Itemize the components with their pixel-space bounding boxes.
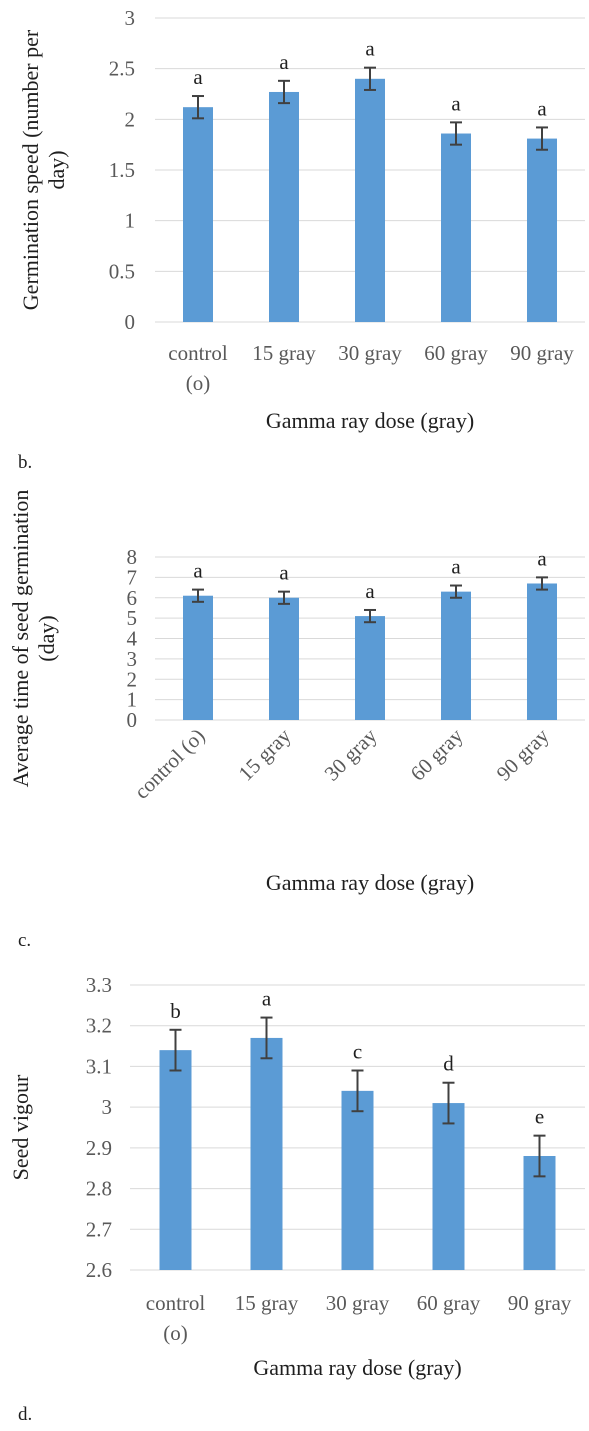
bar (159, 1050, 192, 1270)
significance-letter: a (279, 50, 289, 74)
y-tick-label: 2.7 (86, 1217, 112, 1241)
x-tick-label: 90 gray (492, 723, 554, 785)
chart-seed-vigour: Seed vigour Gamma ray dose (gray) d. 2.6… (8, 973, 585, 1425)
bar (269, 597, 299, 720)
chart-germination-speed: Germination speed (number perday) Gamma … (18, 6, 585, 473)
x-tick-label: 60 gray (424, 341, 488, 365)
significance-letter: a (451, 91, 461, 115)
bar (432, 1103, 465, 1270)
y-tick-label: 2.5 (109, 57, 135, 81)
y-tick-label: 0 (127, 708, 138, 732)
x-tick-label: 15 gray (252, 341, 316, 365)
y-tick-label: 2 (125, 107, 136, 131)
bar (183, 595, 213, 720)
y-tick-label: 0.5 (109, 259, 135, 283)
bar (269, 91, 299, 323)
bar (355, 616, 385, 720)
bar (183, 107, 213, 322)
y-tick-label: 2.8 (86, 1177, 112, 1201)
y-tick-label: 2.6 (86, 1258, 112, 1282)
bar (441, 133, 471, 322)
x-tick-label: control (o) (129, 724, 209, 804)
significance-letter: a (193, 559, 203, 583)
x-tick-label: 60 gray (406, 723, 468, 785)
y-tick-label: 3.3 (86, 973, 112, 997)
bar (341, 1090, 374, 1270)
bar (441, 591, 471, 720)
significance-letter: d (443, 1052, 454, 1076)
significance-letter: a (365, 579, 375, 603)
y-tick-label: 3.1 (86, 1054, 112, 1078)
significance-letter: e (535, 1105, 544, 1129)
significance-letter: a (365, 37, 375, 61)
y-tick-label: 5 (127, 606, 138, 630)
significance-letter: a (262, 987, 272, 1011)
x-tick-label: 30 gray (326, 1291, 390, 1315)
panel-label: b. (18, 452, 32, 473)
x-tick-label: 15 gray (235, 1291, 299, 1315)
bar (527, 138, 557, 322)
y-tick-label: 2 (127, 667, 138, 691)
y-tick-label: 3 (125, 6, 136, 30)
x-tick-label: 60 gray (417, 1291, 481, 1315)
significance-letter: a (537, 546, 547, 570)
y-tick-label: 0 (125, 310, 136, 334)
y-tick-label: 3 (127, 647, 138, 671)
y-tick-label: 2.9 (86, 1136, 112, 1160)
y-tick-label: 3.2 (86, 1014, 112, 1038)
y-axis-title: Seed vigour (8, 1074, 33, 1180)
significance-letter: a (537, 96, 547, 120)
x-tick-label: 30 gray (320, 723, 382, 785)
chart-average-germination-time: Average time of seed germination(day) Ga… (8, 490, 585, 951)
x-tick-label: control (o) (168, 341, 228, 395)
bar (355, 78, 385, 322)
y-tick-label: 7 (127, 565, 138, 589)
x-tick-label: 90 gray (508, 1291, 572, 1315)
x-tick-label: 15 gray (234, 723, 296, 785)
panel-label: c. (18, 930, 31, 951)
significance-letter: a (451, 555, 461, 579)
bar (527, 583, 557, 720)
x-tick-label: 30 gray (338, 341, 402, 365)
y-tick-label: 1.5 (109, 158, 135, 182)
y-tick-label: 8 (127, 545, 138, 569)
x-axis-title: Gamma ray dose (gray) (253, 1355, 461, 1380)
significance-letter: b (170, 999, 181, 1023)
y-tick-label: 1 (125, 209, 136, 233)
y-tick-label: 3 (102, 1095, 113, 1119)
panel-label: d. (18, 1404, 32, 1425)
significance-letter: a (193, 65, 203, 89)
significance-letter: c (353, 1040, 362, 1064)
bar (250, 1037, 283, 1270)
significance-letter: a (279, 561, 289, 585)
x-tick-label: 90 gray (510, 341, 574, 365)
y-tick-label: 6 (127, 586, 138, 610)
x-axis-title: Gamma ray dose (gray) (266, 870, 474, 895)
y-tick-label: 1 (127, 688, 138, 712)
y-axis-title: Average time of seed germination(day) (8, 490, 59, 788)
x-axis-title: Gamma ray dose (gray) (266, 408, 474, 433)
x-tick-label: control (o) (146, 1291, 206, 1345)
y-axis-title: Germination speed (number perday) (18, 29, 69, 310)
y-tick-label: 4 (127, 627, 138, 651)
